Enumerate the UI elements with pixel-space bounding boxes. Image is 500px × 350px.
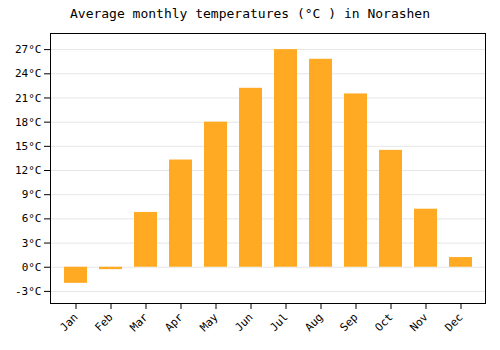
svg-text:24°C: 24°C — [15, 67, 42, 80]
svg-text:27°C: 27°C — [15, 43, 42, 56]
svg-text:15°C: 15°C — [15, 140, 42, 153]
svg-text:Jul: Jul — [267, 311, 290, 334]
svg-text:Nov: Nov — [407, 310, 431, 334]
svg-text:Oct: Oct — [372, 311, 395, 334]
svg-text:Feb: Feb — [92, 311, 115, 334]
svg-text:Dec: Dec — [442, 311, 465, 334]
svg-text:May: May — [197, 310, 221, 334]
svg-text:-3°C: -3°C — [15, 285, 42, 298]
svg-text:9°C: 9°C — [22, 188, 42, 201]
svg-text:6°C: 6°C — [22, 212, 42, 225]
svg-text:Sep: Sep — [337, 311, 360, 334]
svg-text:Jun: Jun — [232, 311, 255, 334]
svg-text:0°C: 0°C — [22, 261, 42, 274]
svg-text:Mar: Mar — [127, 310, 151, 334]
svg-text:Apr: Apr — [162, 310, 186, 334]
svg-text:18°C: 18°C — [15, 116, 42, 129]
svg-text:3°C: 3°C — [22, 237, 42, 250]
svg-text:Jan: Jan — [57, 311, 80, 334]
html-text:Average monthly temperatures (: Average monthly temperatures (°C ) in No… — [70, 6, 430, 21]
svg-text:21°C: 21°C — [15, 91, 42, 104]
svg-text:Aug: Aug — [302, 311, 325, 334]
svg-text:12°C: 12°C — [15, 164, 42, 177]
